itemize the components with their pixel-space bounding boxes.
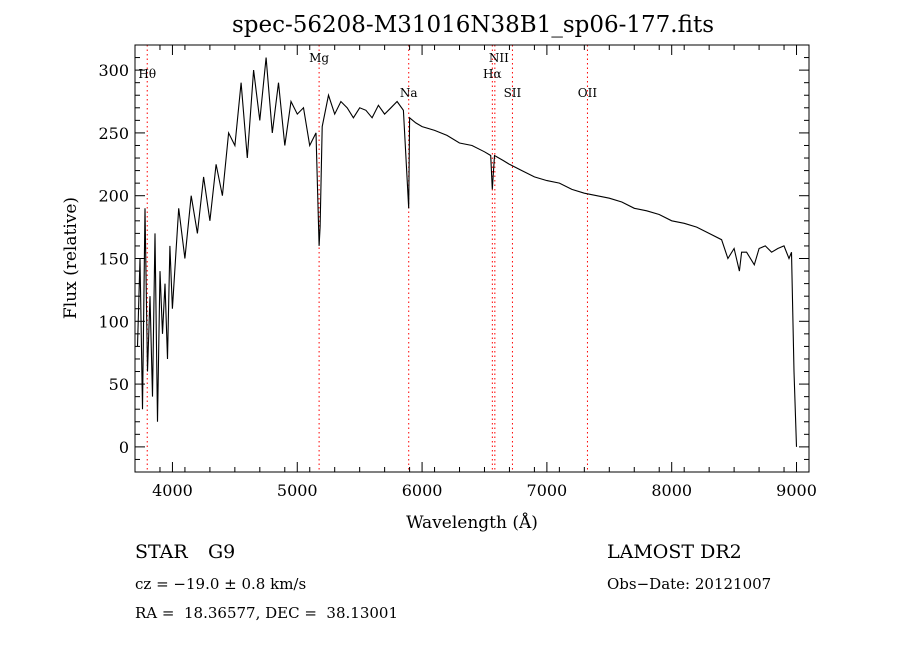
x-tick-label: 9000 (776, 481, 817, 500)
line-marker-label-0: Hθ (138, 67, 156, 81)
object-class: STAR (135, 541, 188, 563)
line-marker-label-3: NII (489, 51, 509, 65)
line-marker-label-2: Na (400, 86, 418, 100)
x-axis-label: Wavelength (Å) (406, 512, 538, 533)
line-marker-label-1: Mg (309, 51, 329, 65)
line-marker-label-5: SII (504, 86, 522, 100)
y-tick-label: 150 (98, 250, 129, 269)
redshift-velocity: cz = −19.0 ± 0.8 km/s (135, 575, 307, 593)
y-tick-label: 100 (98, 312, 129, 331)
plot-area: 4000 5000 6000 7000 8000 9000 0 50 100 150 200 250 3… (98, 44, 817, 500)
x-tick-label: 7000 (527, 481, 568, 500)
y-tick-label: 300 (98, 61, 129, 80)
coordinates: RA = 18.36577, DEC = 38.13001 (135, 604, 399, 622)
survey-name: LAMOST DR2 (607, 541, 742, 563)
y-tick-label: 200 (98, 187, 129, 206)
spectrum-line (136, 57, 798, 447)
line-marker-label-6: OII (578, 86, 598, 100)
x-tick-label: 5000 (277, 481, 318, 500)
chart-title: spec-56208-M31016N38B1_sp06-177.fits (232, 12, 714, 38)
observation-date: Obs−Date: 20121007 (607, 575, 772, 593)
line-marker-label-4: Hα (483, 67, 502, 81)
plot-frame (134, 44, 810, 473)
x-tick-label: 4000 (152, 481, 193, 500)
x-tick-label: 8000 (651, 481, 692, 500)
spectrum-chart: spec-56208-M31016N38B1_sp06-177.fits 400… (61, 12, 817, 533)
y-tick-label: 250 (98, 124, 129, 143)
y-axis-label: Flux (relative) (61, 197, 81, 319)
y-tick-label: 0 (119, 438, 129, 457)
object-subclass: G9 (208, 541, 236, 563)
y-tick-label: 50 (109, 375, 129, 394)
x-tick-label: 6000 (402, 481, 443, 500)
